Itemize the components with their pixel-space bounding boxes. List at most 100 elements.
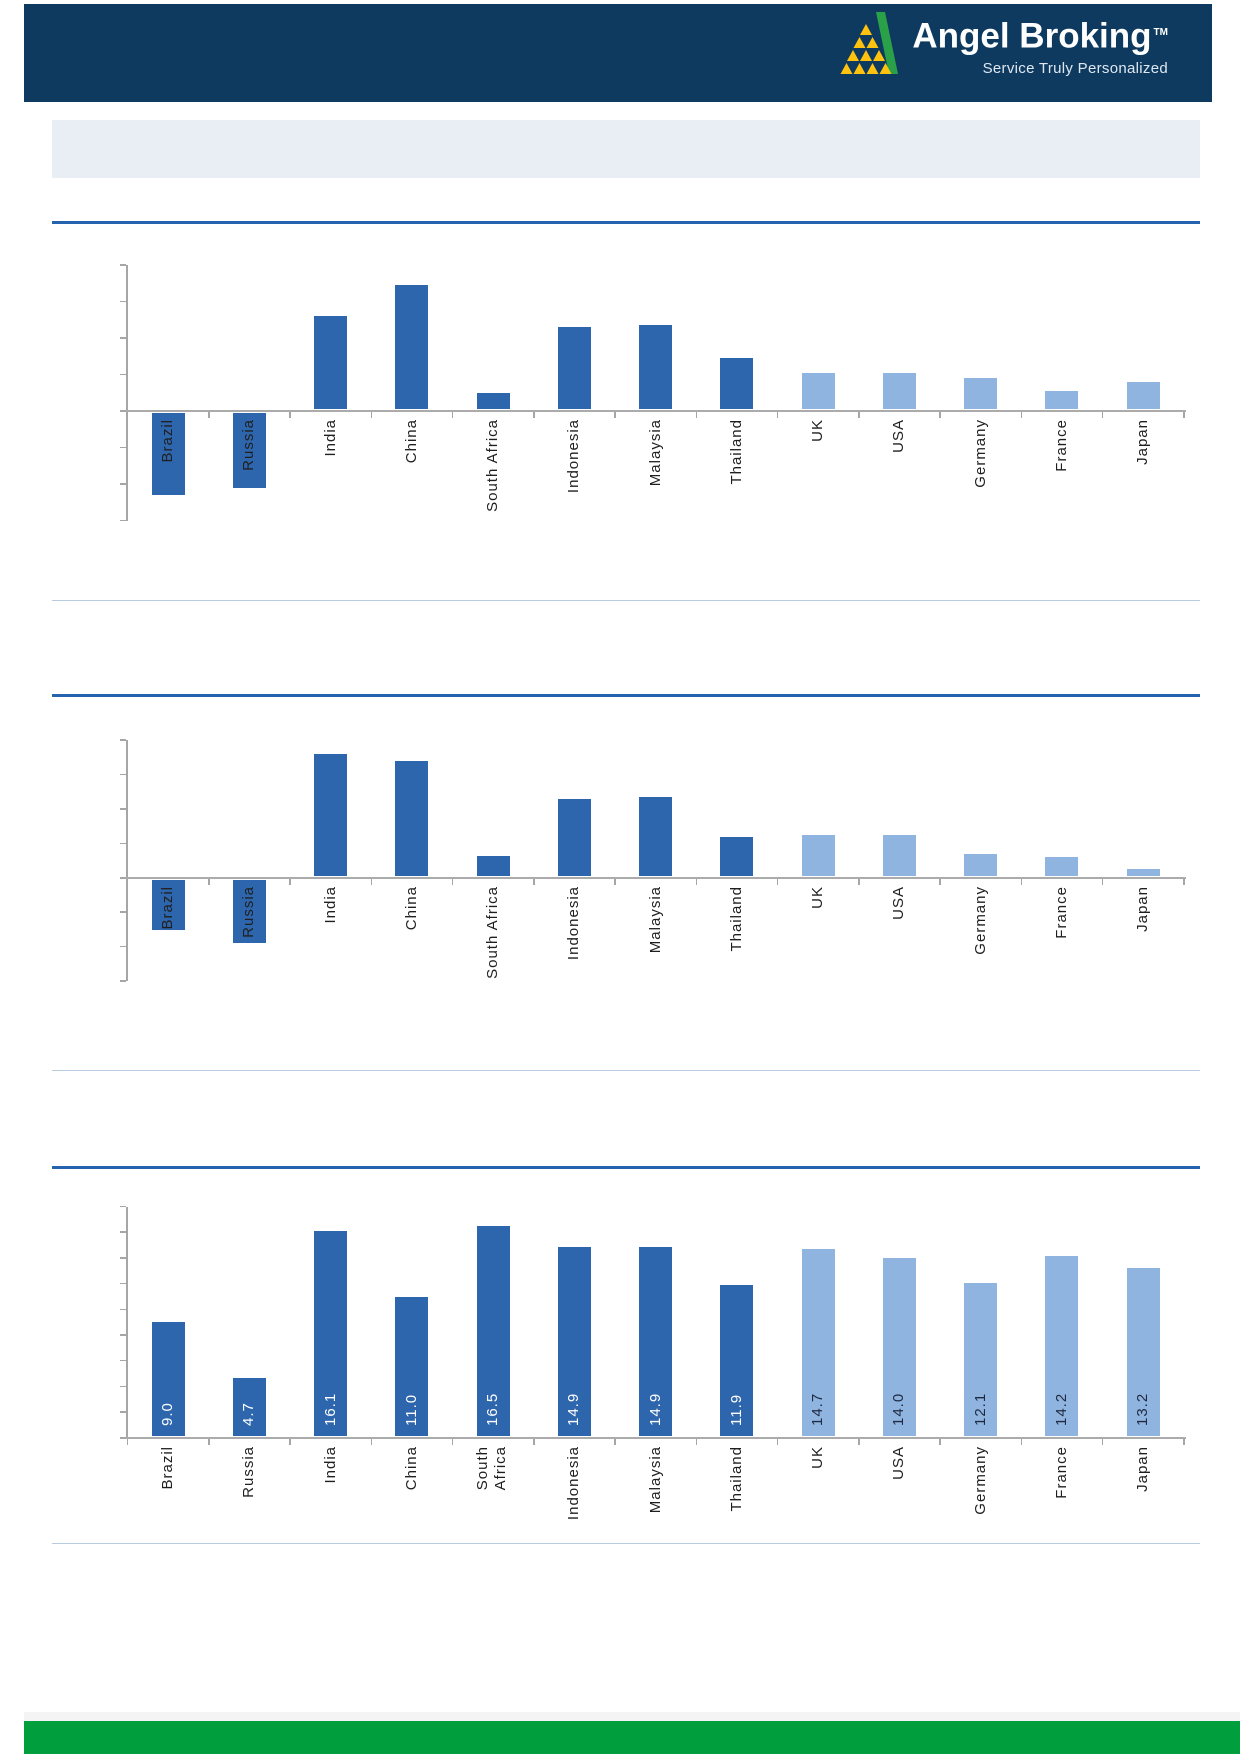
bar-russia [232,880,266,944]
brand-text-block: Angel Broking TM Service Truly Personaliz… [912,12,1168,77]
x-label-usa: USA [890,419,908,453]
footer-green-bar [24,1721,1240,1754]
bar-value-label-japan: 13.2 [1134,1392,1151,1426]
x-label-japan: Japan [1134,1446,1151,1492]
x-axis-tick [1101,1439,1104,1445]
x-axis-tick [695,1439,697,1445]
x-axis-tick [533,879,535,885]
x-axis-tick [776,1439,779,1445]
y-axis-tick [120,373,126,375]
x-axis-tick [614,1439,616,1445]
x-axis-tick [126,879,129,885]
x-axis-tick [208,1439,210,1445]
x-axis-tick [939,879,941,885]
brand-tagline: Service Truly Personalized [982,59,1168,77]
y-axis-tick [120,1411,126,1413]
x-label-germany: Germany [971,1446,989,1515]
x-label-brazil: Brazil [159,886,176,930]
x-axis-tick [939,412,941,418]
y-axis-tick [120,1282,126,1285]
x-axis-tick [776,412,779,418]
bar-germany [964,378,997,409]
x-label-france: France [1052,419,1070,472]
bar-uk [801,835,835,876]
x-axis-tick [1101,412,1104,418]
bar-germany [964,853,997,876]
y-axis-tick [120,1385,126,1388]
x-label-uk: UK [809,886,826,909]
x-label-japan: Japan [1134,886,1151,932]
bar-indonesia [557,1246,591,1436]
x-label-china: China [402,886,420,931]
bar-japan [1126,381,1160,409]
y-axis-tick [120,1257,126,1259]
bar-russia [232,1377,266,1436]
x-label-usa: USA [890,1446,908,1480]
x-axis-tick [451,412,454,418]
y-axis-tick [120,1308,126,1310]
bar-south-africa [476,855,510,876]
bar-value-label-china: 11.0 [402,1393,420,1426]
x-axis-tick [614,412,616,418]
bar-malaysia [639,1246,672,1436]
x-axis-tick [451,879,454,885]
x-axis-tick [858,879,860,885]
x-label-south-africa-line2: Africa [492,1446,509,1491]
bar-thailand [720,836,754,876]
bar-france [1045,390,1079,409]
section-3-rule [52,1166,1200,1169]
y-axis-tick [120,519,126,521]
bar-value-label-brazil: 9.0 [159,1402,176,1426]
bar-thailand [720,1285,754,1436]
x-axis-tick [858,1439,860,1445]
x-label-india: India [321,419,339,457]
y-axis-tick [120,446,126,448]
bar-value-label-usa: 14.0 [890,1392,908,1426]
bar-china [395,761,429,876]
bar-china [395,1296,429,1436]
y-axis-tick [120,1205,126,1208]
x-axis-tick [289,412,291,418]
bar-malaysia [639,325,672,409]
x-axis-tick [858,412,860,418]
x-axis-tick [208,879,210,885]
bar-south-africa [476,392,510,409]
bar-indonesia [557,798,591,876]
x-label-south-africa: South Africa [484,886,501,979]
x-label-japan: Japan [1134,419,1151,465]
y-axis-tick [120,1334,126,1336]
y-axis [126,740,128,982]
x-label-germany: Germany [971,419,989,488]
y-axis-tick [120,1231,126,1233]
x-axis-tick [370,412,372,418]
bar-uk [801,372,835,409]
y-axis [126,1206,128,1438]
bar-value-label-uk: 14.7 [809,1392,826,1426]
x-axis-tick [370,879,372,885]
bar-japan [1126,869,1160,876]
y-axis-tick [120,980,126,982]
x-label-indonesia: Indonesia [565,886,583,961]
x-axis-tick [533,412,535,418]
x-axis-tick [1020,412,1022,418]
y-axis-tick [120,1437,126,1439]
x-label-malaysia: Malaysia [646,886,664,954]
x-axis-tick [208,412,210,418]
y-axis-tick [120,1359,126,1362]
bar-value-label-thailand: 11.9 [727,1393,745,1426]
y-axis-tick [120,773,126,776]
bar-russia [232,413,266,488]
x-label-russia: Russia [240,1446,258,1498]
y-axis-tick [120,877,126,879]
x-axis-tick [1183,412,1185,418]
section-3-separator [52,1543,1200,1544]
x-axis-tick [289,1439,291,1445]
x-label-south-africa: South Africa [484,419,501,512]
x-label-germany: Germany [971,886,989,955]
trademark-symbol: TM [1153,27,1168,38]
x-label-south-africa-line1: South [474,1446,491,1491]
x-axis-tick [126,412,129,418]
x-label-uk: UK [809,419,826,442]
x-axis-tick [126,1439,129,1445]
